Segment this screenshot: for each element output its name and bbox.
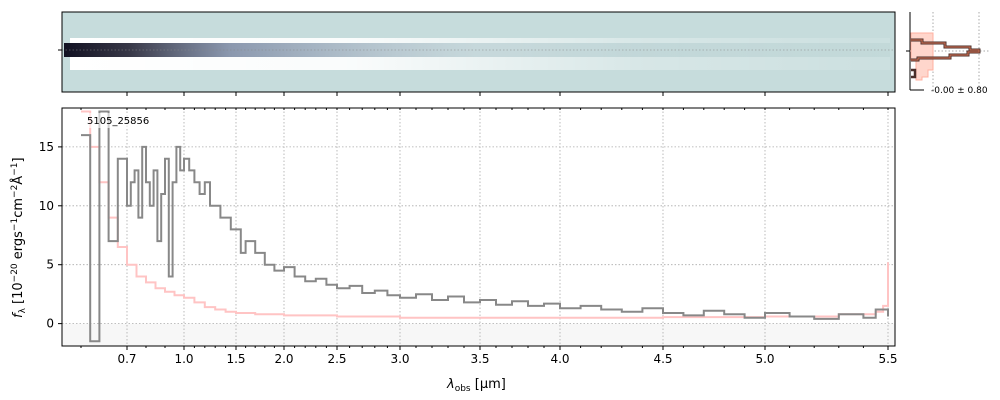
y-axis-label: fλ [10−20 ergs−1cm−2Å−1] <box>10 157 28 318</box>
x-tick-label: 2.0 <box>274 352 293 366</box>
flux-spectrum-line <box>81 110 889 343</box>
y-tick-label: 10 <box>39 199 54 213</box>
2d-frame <box>61 11 896 93</box>
x-tick-label: 2.5 <box>327 352 346 366</box>
histogram-label: -0.00 ± 0.80 <box>931 86 988 96</box>
hist-outlier <box>911 68 917 79</box>
2d-trace <box>64 43 890 57</box>
2d-spectrum-panel <box>58 11 896 96</box>
x-axis-label: λobs [μm] <box>446 377 506 394</box>
x-tick-label: 1.0 <box>174 352 193 366</box>
object-id-label: 5105_25856 <box>87 116 149 127</box>
hist-data-line <box>911 39 980 61</box>
x-tick-label: 1.5 <box>226 352 245 366</box>
x-tick-label: 4.0 <box>550 352 569 366</box>
error-spectrum-line <box>81 110 889 319</box>
x-tick-label: 0.7 <box>117 352 136 366</box>
x-tick-label: 5.5 <box>878 352 897 366</box>
y-tick-label: 0 <box>46 317 54 331</box>
x-tick-label: 4.5 <box>653 352 672 366</box>
1d-spectrum-panel: 0.7 1.0 1.5 2.0 2.5 3.0 3.5 4.0 4.5 5.0 5.5 0 5 10 15 <box>39 107 898 366</box>
label-background <box>85 113 157 128</box>
y-tick-label: 15 <box>39 140 54 154</box>
x-tick-label: 3.0 <box>390 352 409 366</box>
x-tick-label: 5.0 <box>755 352 774 366</box>
y-tick-label: 5 <box>46 258 54 272</box>
x-tick-label: 3.5 <box>470 352 489 366</box>
histogram-panel <box>906 12 990 91</box>
plot-frame <box>61 107 896 347</box>
negative-region <box>62 323 895 346</box>
